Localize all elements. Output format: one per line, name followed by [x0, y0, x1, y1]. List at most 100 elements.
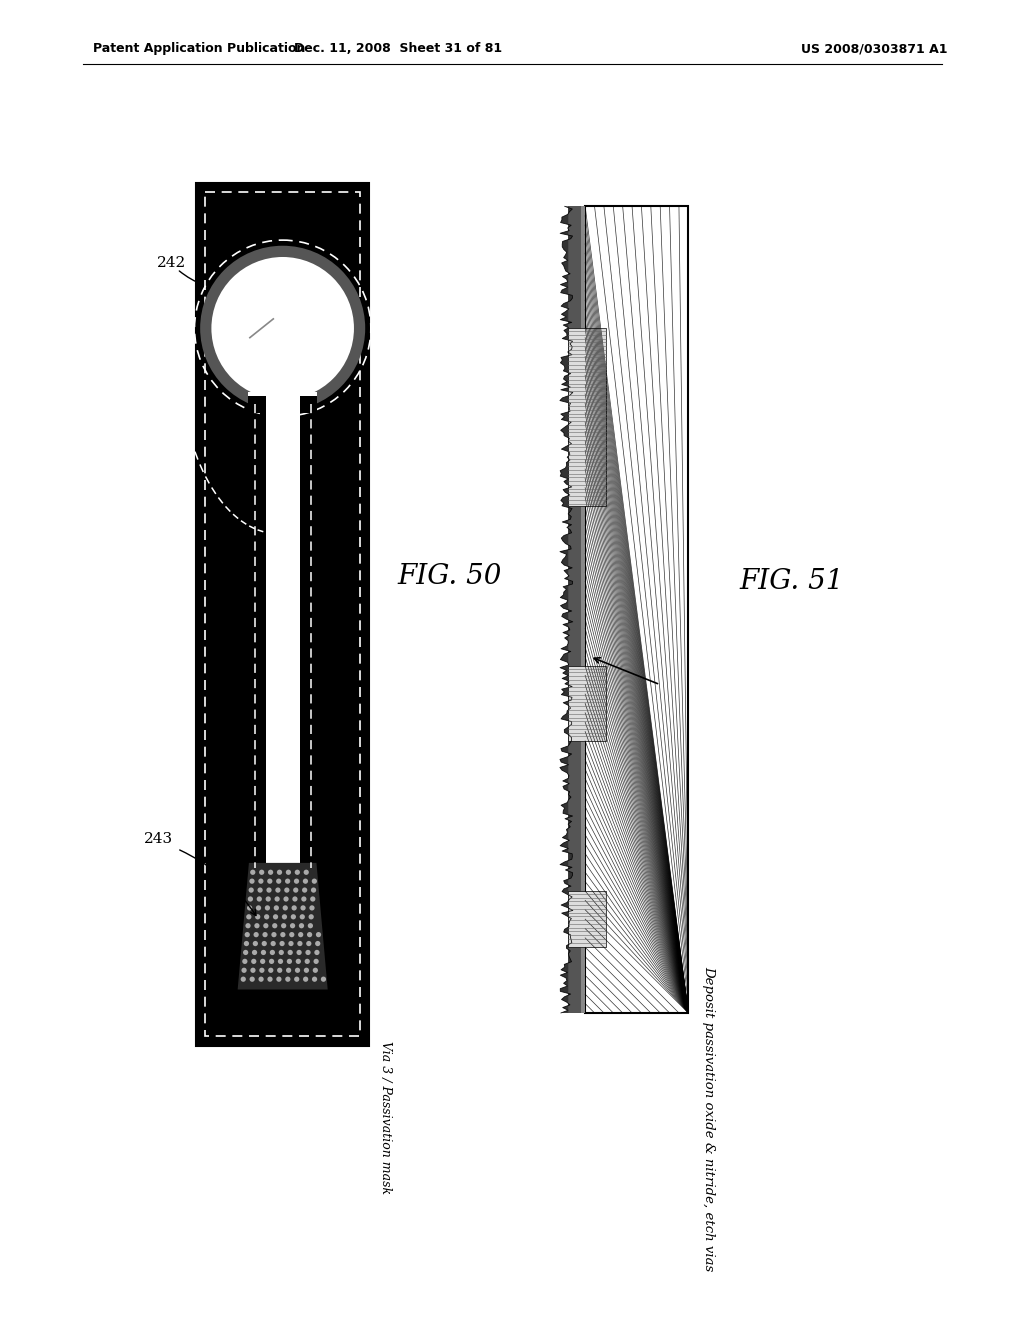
Circle shape: [304, 958, 310, 964]
Circle shape: [286, 977, 291, 982]
Circle shape: [250, 870, 255, 875]
Bar: [248, 392, 317, 413]
Text: Patent Application Publication: Patent Application Publication: [93, 42, 305, 55]
Circle shape: [304, 968, 309, 973]
Text: Via 3 / Passivation mask: Via 3 / Passivation mask: [379, 1041, 392, 1195]
Circle shape: [252, 950, 257, 956]
Circle shape: [281, 923, 287, 928]
Circle shape: [246, 923, 251, 928]
Circle shape: [315, 941, 321, 946]
Text: 243: 243: [144, 833, 173, 846]
Circle shape: [265, 906, 270, 911]
Text: US 2008/0303871 A1: US 2008/0303871 A1: [801, 42, 947, 55]
Circle shape: [284, 896, 289, 902]
Circle shape: [266, 887, 271, 892]
Circle shape: [312, 977, 317, 982]
Circle shape: [283, 906, 288, 911]
Circle shape: [314, 950, 319, 956]
Circle shape: [303, 977, 308, 982]
Circle shape: [254, 932, 259, 937]
Circle shape: [296, 958, 301, 964]
Circle shape: [268, 968, 273, 973]
Circle shape: [249, 887, 254, 892]
Circle shape: [242, 968, 247, 973]
Circle shape: [244, 941, 249, 946]
Circle shape: [257, 896, 262, 902]
Circle shape: [285, 887, 290, 892]
Circle shape: [313, 958, 318, 964]
Circle shape: [274, 896, 280, 902]
Circle shape: [267, 879, 272, 884]
Circle shape: [289, 932, 295, 937]
Circle shape: [297, 950, 302, 956]
Text: Dec. 11, 2008  Sheet 31 of 81: Dec. 11, 2008 Sheet 31 of 81: [294, 42, 502, 55]
Circle shape: [295, 968, 300, 973]
Circle shape: [262, 932, 267, 937]
Circle shape: [256, 906, 261, 911]
Circle shape: [312, 968, 318, 973]
Circle shape: [259, 870, 264, 875]
Circle shape: [292, 906, 297, 911]
Bar: [568, 665, 606, 741]
Bar: [266, 413, 300, 863]
Circle shape: [287, 958, 292, 964]
Circle shape: [275, 887, 281, 892]
Circle shape: [258, 879, 263, 884]
Text: Deposit passivation oxide & nitride, etch vias: Deposit passivation oxide & nitride, etc…: [702, 966, 716, 1271]
Circle shape: [276, 870, 283, 875]
Circle shape: [307, 932, 312, 937]
Circle shape: [263, 923, 268, 928]
Bar: [582, 206, 585, 1012]
Circle shape: [279, 950, 284, 956]
Circle shape: [300, 915, 305, 920]
Circle shape: [269, 950, 275, 956]
Circle shape: [297, 941, 302, 946]
Bar: [248, 396, 266, 413]
Circle shape: [270, 941, 275, 946]
Circle shape: [278, 968, 283, 973]
Circle shape: [290, 923, 295, 928]
Circle shape: [301, 896, 306, 902]
Circle shape: [250, 977, 255, 982]
Text: 242: 242: [157, 256, 185, 269]
Circle shape: [250, 879, 255, 884]
Circle shape: [243, 950, 248, 956]
Polygon shape: [238, 863, 328, 990]
Circle shape: [276, 879, 282, 884]
Bar: [568, 329, 606, 507]
Circle shape: [267, 977, 272, 982]
Circle shape: [253, 941, 258, 946]
Circle shape: [286, 968, 291, 973]
Text: FIG. 50: FIG. 50: [397, 564, 502, 590]
Circle shape: [298, 932, 303, 937]
Circle shape: [280, 941, 285, 946]
Circle shape: [258, 977, 264, 982]
Circle shape: [311, 887, 316, 892]
Bar: [300, 396, 317, 413]
Circle shape: [272, 923, 278, 928]
Circle shape: [292, 896, 298, 902]
Bar: [568, 891, 606, 948]
Circle shape: [281, 932, 286, 937]
Circle shape: [273, 915, 279, 920]
Circle shape: [259, 968, 264, 973]
Circle shape: [261, 941, 267, 946]
Circle shape: [295, 870, 300, 875]
Circle shape: [302, 887, 307, 892]
Circle shape: [294, 977, 299, 982]
Circle shape: [246, 915, 252, 920]
Bar: [196, 183, 370, 1045]
Circle shape: [300, 906, 306, 911]
Circle shape: [260, 958, 265, 964]
Circle shape: [211, 257, 354, 400]
Circle shape: [257, 887, 263, 892]
Circle shape: [289, 941, 294, 946]
Circle shape: [309, 906, 314, 911]
Circle shape: [293, 887, 298, 892]
Circle shape: [250, 968, 256, 973]
Circle shape: [286, 870, 291, 875]
Circle shape: [243, 958, 248, 964]
Circle shape: [288, 950, 293, 956]
Circle shape: [273, 906, 279, 911]
Circle shape: [308, 923, 313, 928]
